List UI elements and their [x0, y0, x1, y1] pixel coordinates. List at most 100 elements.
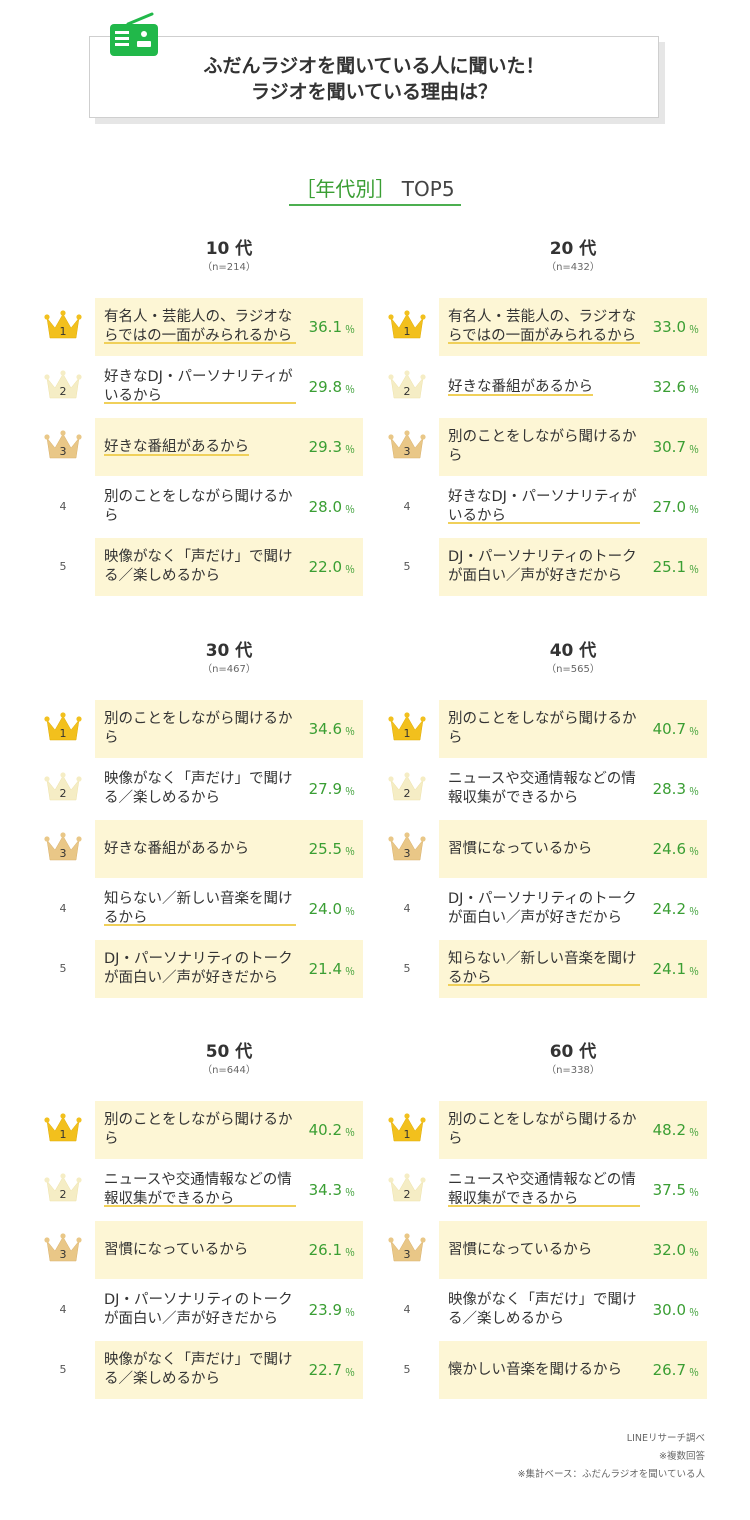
rank-number: 4 — [59, 902, 67, 915]
value-number: 30.7 — [652, 438, 686, 456]
reason-label-box: 有名人・芸能人の、ラジオならではの一面がみられるから — [104, 298, 296, 356]
reason-label-box: DJ・パーソナリティのトークが面白い／声が好きだから — [104, 940, 296, 998]
bronze-crown-icon: 3 — [387, 426, 427, 466]
reason-label: 別のことをしながら聞けるから — [448, 1112, 637, 1147]
percent-unit: ％ — [345, 1368, 355, 1379]
reason-label-box: 習慣になっているから — [448, 1221, 640, 1279]
ranking-row: DJ・パーソナリティのトークが面白い／声が好きだから 21.4 ％ — [95, 940, 363, 998]
reason-label: 習慣になっているから — [104, 1241, 249, 1258]
ranking-row: 別のことをしながら聞けるから 40.7 ％ — [439, 700, 707, 758]
reason-label: 別のことをしながら聞けるから — [448, 429, 637, 464]
ranking-row: 習慣になっているから 32.0 ％ — [439, 1221, 707, 1279]
percent-unit: ％ — [689, 967, 699, 978]
reason-label: 好きな番組があるから — [448, 377, 593, 397]
age-panel: 10 代 （n=214） 有名人・芸能人の、ラジオならではの一面がみられるから 36.… — [95, 238, 363, 598]
percentage-value: 25.1 ％ — [653, 538, 699, 596]
silver-crown-icon: 2 — [387, 1169, 427, 1209]
row-background — [95, 1101, 363, 1159]
reason-label: 映像がなく「声だけ」で聞ける／楽しめるから — [104, 549, 293, 584]
percent-unit: ％ — [689, 1128, 699, 1139]
reason-label-box: 別のことをしながら聞けるから — [448, 700, 640, 758]
value-number: 26.7 — [652, 1361, 686, 1379]
percentage-value: 34.6 ％ — [309, 700, 355, 758]
panel-header: 50 代 （n=644） — [95, 1041, 363, 1078]
reason-label: 有名人・芸能人の、ラジオならではの一面がみられるから — [448, 308, 640, 346]
percent-unit: ％ — [689, 847, 699, 858]
gold-crown-icon: 1 — [43, 306, 83, 346]
percent-unit: ％ — [345, 445, 355, 456]
value-number: 30.0 — [652, 1301, 686, 1319]
percentage-value: 22.0 ％ — [309, 538, 355, 596]
bronze-crown-icon: 3 — [43, 1229, 83, 1269]
ranking-row: 好きな番組があるから 32.6 ％ — [439, 358, 707, 416]
percent-unit: ％ — [689, 727, 699, 738]
ranking-row: ニュースや交通情報などの情報収集ができるから 34.3 ％ — [95, 1161, 363, 1219]
reason-label-box: 別のことをしながら聞けるから — [448, 418, 640, 476]
rank-number: 2 — [59, 1188, 67, 1201]
percent-unit: ％ — [689, 565, 699, 576]
percentage-value: 22.7 ％ — [309, 1341, 355, 1399]
rank-number: 3 — [403, 445, 411, 458]
row-background — [439, 538, 707, 596]
value-number: 32.6 — [652, 378, 686, 396]
title-line-1: ふだんラジオを聞いている人に聞いた！ — [203, 55, 545, 77]
footer-note-base: ※集計ベース：ふだんラジオを聞いている人 — [517, 1469, 705, 1480]
reason-label: DJ・パーソナリティのトークが面白い／声が好きだから — [448, 891, 637, 926]
header-banner: ふだんラジオを聞いている人に聞いた！ ラジオを聞いている理由は？ — [89, 36, 665, 124]
row-background — [439, 1101, 707, 1159]
rank-number: 3 — [403, 847, 411, 860]
percentage-value: 21.4 ％ — [309, 940, 355, 998]
rank-number: 2 — [403, 385, 411, 398]
value-number: 25.5 — [308, 840, 342, 858]
value-number: 29.8 — [308, 378, 342, 396]
reason-label: 別のことをしながら聞けるから — [104, 711, 293, 746]
percentage-value: 33.0 ％ — [653, 298, 699, 356]
row-background — [95, 538, 363, 596]
rank-number: 1 — [59, 325, 67, 338]
percentage-value: 25.5 ％ — [309, 820, 355, 878]
value-number: 24.0 — [308, 900, 342, 918]
panel-header: 60 代 （n=338） — [439, 1041, 707, 1078]
bronze-crown-icon: 3 — [43, 426, 83, 466]
rank-number: 3 — [59, 847, 67, 860]
reason-label: 好きな番組があるから — [104, 437, 249, 457]
value-number: 33.0 — [652, 318, 686, 336]
value-number: 32.0 — [652, 1241, 686, 1259]
ranking-row: DJ・パーソナリティのトークが面白い／声が好きだから 25.1 ％ — [439, 538, 707, 596]
percent-unit: ％ — [345, 1188, 355, 1199]
ranking-row: 映像がなく「声だけ」で聞ける／楽しめるから 27.9 ％ — [95, 760, 363, 818]
percent-unit: ％ — [345, 325, 355, 336]
value-number: 40.2 — [308, 1121, 342, 1139]
value-number: 25.1 — [652, 558, 686, 576]
rank-number: 5 — [59, 1363, 67, 1376]
value-number: 29.3 — [308, 438, 342, 456]
ranking-row: DJ・パーソナリティのトークが面白い／声が好きだから 24.2 ％ — [439, 880, 707, 938]
percent-unit: ％ — [689, 445, 699, 456]
reason-label: 習慣になっているから — [448, 1241, 593, 1258]
age-panel: 50 代（n=644） 別のことをしながら聞けるから 40.2 ％ニュースや交通情報な… — [95, 1041, 363, 1401]
reason-label-box: 映像がなく「声だけ」で聞ける／楽しめるから — [104, 760, 296, 818]
reason-label-box: 知らない／新しい音楽を聞けるから — [448, 940, 640, 998]
silver-crown-icon: 2 — [43, 1169, 83, 1209]
reason-label: 懐かしい音楽を聞けるから — [448, 1361, 622, 1378]
percentage-value: 24.1 ％ — [653, 940, 699, 998]
sample-size: （n=565） — [546, 664, 600, 675]
percentage-value: 26.7 ％ — [653, 1341, 699, 1399]
reason-label: 知らない／新しい音楽を聞けるから — [104, 890, 296, 928]
ranking-row: ニュースや交通情報などの情報収集ができるから 37.5 ％ — [439, 1161, 707, 1219]
row-background — [95, 940, 363, 998]
rank-number: 2 — [403, 1188, 411, 1201]
ranking-row: 映像がなく「声だけ」で聞ける／楽しめるから 30.0 ％ — [439, 1281, 707, 1339]
value-number: 27.0 — [652, 498, 686, 516]
percent-unit: ％ — [345, 1128, 355, 1139]
reason-label: 映像がなく「声だけ」で聞ける／楽しめるから — [104, 1352, 293, 1387]
bronze-crown-icon: 3 — [43, 828, 83, 868]
percent-unit: ％ — [345, 787, 355, 798]
percentage-value: 29.8 ％ — [309, 358, 355, 416]
sample-size: （n=338） — [546, 1065, 600, 1076]
value-number: 23.9 — [308, 1301, 342, 1319]
rank-number: 4 — [403, 1303, 411, 1316]
percent-unit: ％ — [345, 385, 355, 396]
ranking-row: 別のことをしながら聞けるから 30.7 ％ — [439, 418, 707, 476]
rank-number: 3 — [59, 1248, 67, 1261]
